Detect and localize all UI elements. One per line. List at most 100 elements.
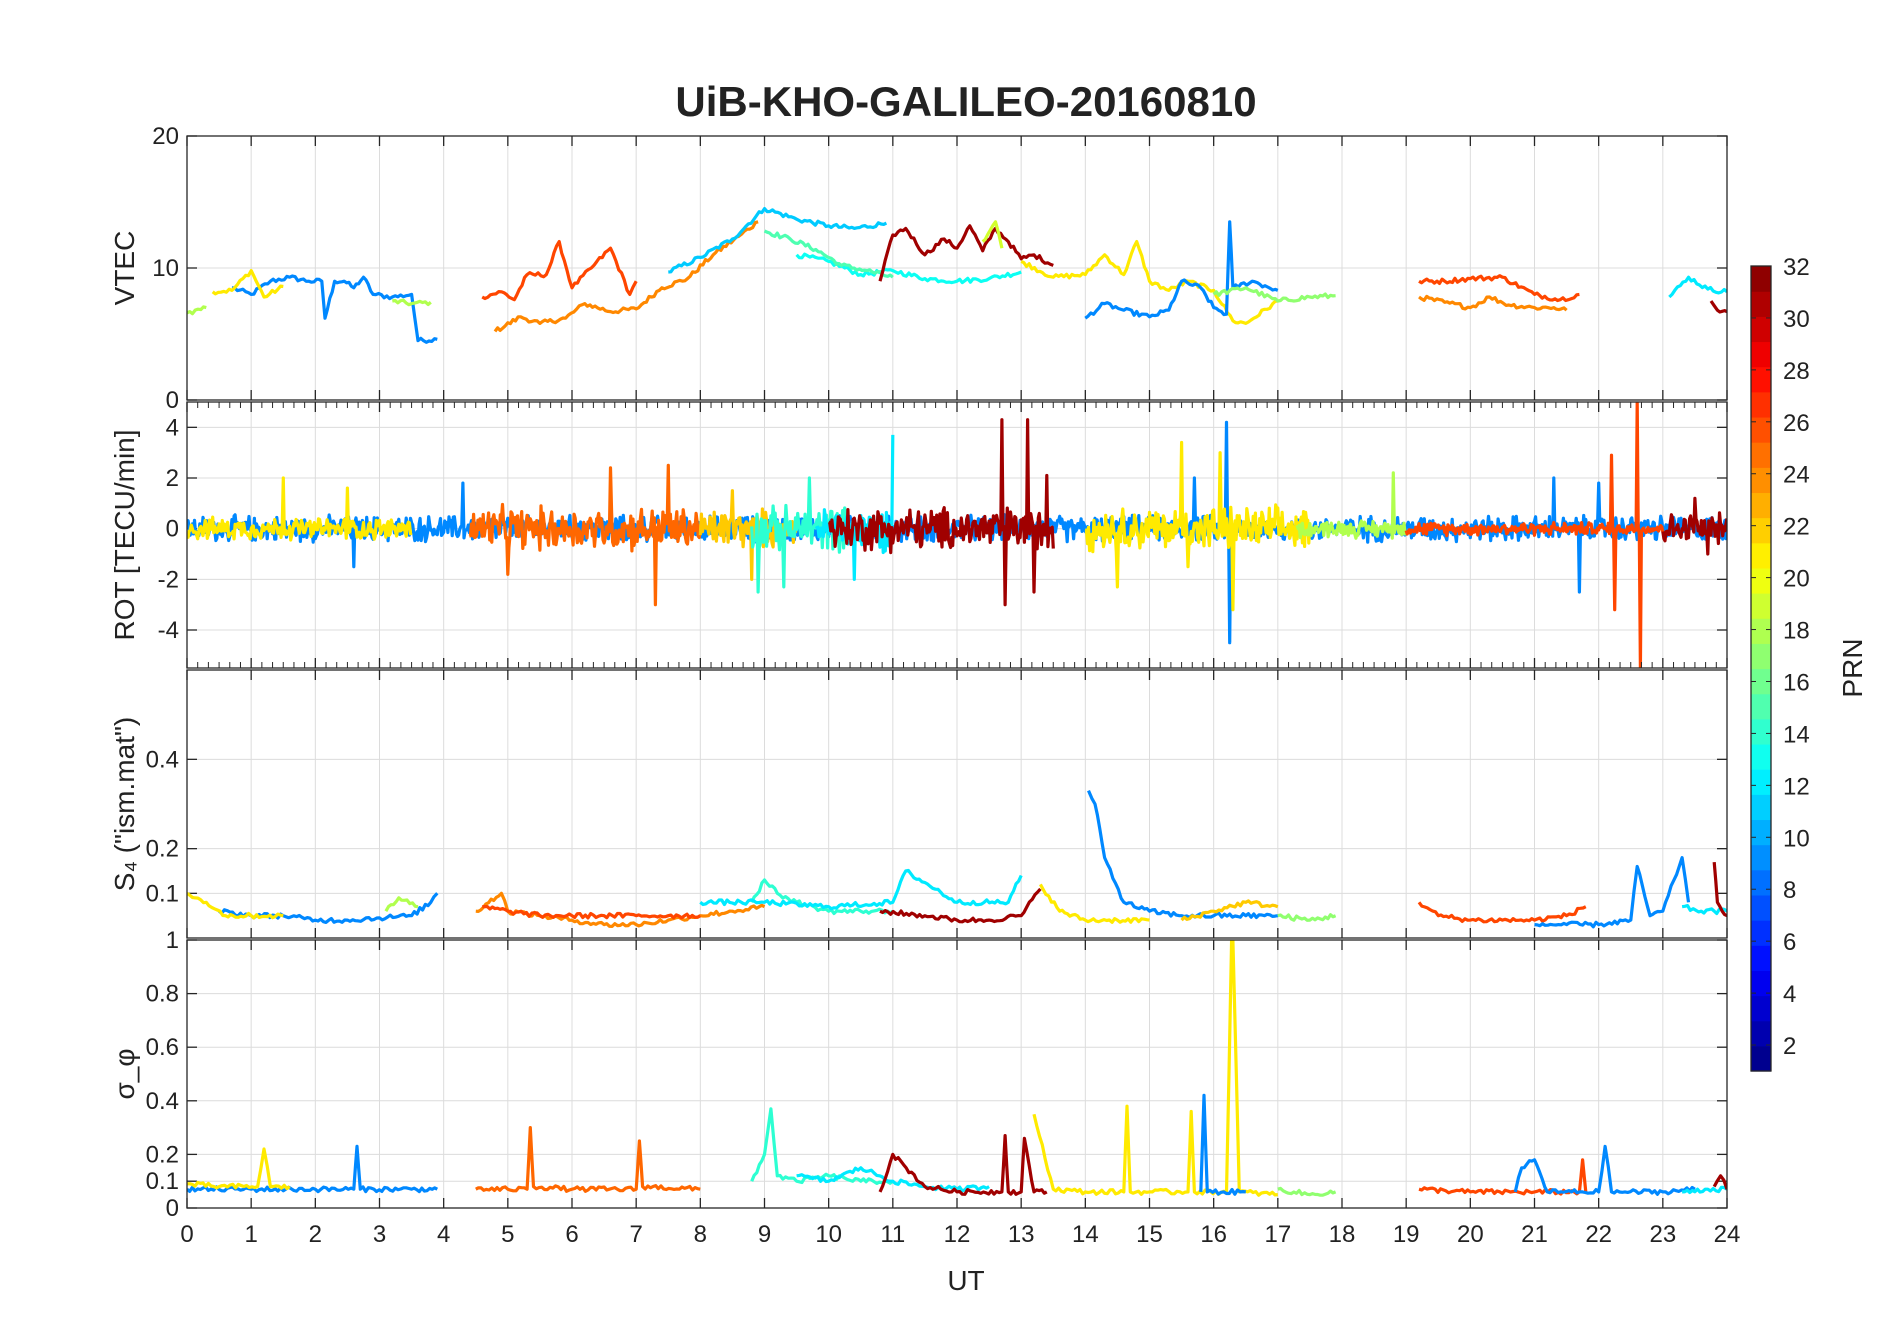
colorbar-tick-label: 10 xyxy=(1783,825,1810,852)
colorbar-segment xyxy=(1751,416,1771,443)
panel-data xyxy=(187,402,1727,668)
series-prn-26 xyxy=(482,905,702,920)
x-tick-label: 20 xyxy=(1457,1221,1484,1248)
panel-frame xyxy=(186,135,1728,401)
colorbar-segment xyxy=(1751,1045,1771,1072)
series-prn-31 xyxy=(1661,496,1727,556)
colorbar-segment xyxy=(1751,743,1771,770)
x-axis: 0 1 2 3 4 5 6 7 8 9 10 11 12 13 14 15 16 17 18 19 20 21 22 23 24 xyxy=(180,1221,1740,1248)
panel-data xyxy=(187,207,1727,344)
series-prn-21 xyxy=(1084,440,1312,612)
series-prn-24 xyxy=(1418,294,1568,312)
y-tick-label: 0.4 xyxy=(146,1088,179,1115)
x-tick-label: 4 xyxy=(437,1221,450,1248)
series-prn-31 xyxy=(1709,300,1727,314)
x-tick-label: 19 xyxy=(1393,1221,1420,1248)
x-tick-label: 8 xyxy=(694,1221,707,1248)
series-prn-31 xyxy=(1712,861,1727,918)
series-prn-9 xyxy=(187,420,1727,645)
series-prn-26 xyxy=(1404,402,1665,668)
x-tick-label: 1 xyxy=(244,1221,257,1248)
colorbar-tick-label: 26 xyxy=(1783,410,1810,437)
panel-3: 0.1 0.2 0.4S₄ ("ism.mat") xyxy=(109,669,1728,939)
x-tick-label: 11 xyxy=(880,1221,905,1248)
colorbar-segment xyxy=(1751,1020,1771,1047)
series-prn-25 xyxy=(468,463,702,607)
y-tick-label: -2 xyxy=(158,566,179,593)
colorbar-segment xyxy=(1751,844,1771,871)
colorbar-tick-label: 4 xyxy=(1783,981,1796,1008)
x-axis-label: UT xyxy=(947,1265,984,1296)
series-prn-9 xyxy=(231,274,438,344)
x-tick-label: 23 xyxy=(1649,1221,1676,1248)
series-prn-9 xyxy=(1534,856,1691,929)
panel-4: 00.10.2 0.4 0.6 0.8 1 σ_φ xyxy=(109,927,1728,1222)
series-prn-26 xyxy=(1417,901,1587,924)
series-prn-12 xyxy=(1682,1185,1727,1195)
series-prn-26 xyxy=(1418,274,1580,303)
colorbar-frame xyxy=(1750,265,1772,1072)
series-prn-9 xyxy=(1087,789,1279,920)
y-tick-label: 4 xyxy=(166,414,179,441)
y-tick-label: 10 xyxy=(152,255,179,282)
x-tick-label: 5 xyxy=(501,1221,514,1248)
colorbar-segment xyxy=(1751,593,1771,619)
x-tick-label: 3 xyxy=(373,1221,386,1248)
y-tick-label: 0.4 xyxy=(146,746,179,773)
series-prn-9 xyxy=(187,1144,439,1194)
series-prn-15 xyxy=(763,229,894,279)
colorbar-tick-label: 6 xyxy=(1783,929,1796,956)
y-tick-label: 0 xyxy=(166,516,179,543)
y-tick-label: 0 xyxy=(166,1195,179,1222)
colorbar-label: PRN xyxy=(1837,638,1868,697)
panel-data xyxy=(187,789,1727,929)
colorbar-segment xyxy=(1751,341,1771,368)
series-prn-18 xyxy=(384,896,419,912)
series-prn-31 xyxy=(878,224,1054,282)
series-prn-9 xyxy=(1084,220,1279,320)
colorbar-segment xyxy=(1751,442,1771,468)
colorbar-segment xyxy=(1751,266,1771,292)
panel-frame xyxy=(186,939,1728,1209)
y-tick-label: 0.8 xyxy=(146,981,179,1008)
colorbar-segment xyxy=(1751,517,1771,544)
series-prn-19 xyxy=(981,220,1004,249)
x-tick-label: 18 xyxy=(1329,1221,1356,1248)
series-prn-17 xyxy=(1277,913,1337,922)
colorbar-tick-label: 30 xyxy=(1783,306,1810,333)
colorbar-segment xyxy=(1751,316,1771,343)
panel-1: 0 10 20 VTEC xyxy=(109,123,1728,414)
colorbar-segment xyxy=(1751,643,1771,670)
colorbar-tick-label: 20 xyxy=(1783,566,1810,593)
colorbar-tick-label: 28 xyxy=(1783,358,1810,385)
series-prn-14 xyxy=(750,476,850,594)
colorbar-tick-label: 14 xyxy=(1783,721,1810,748)
x-tick-label: 21 xyxy=(1521,1221,1548,1248)
series-prn-12 xyxy=(1668,275,1727,299)
colorbar-tick-label: 18 xyxy=(1783,618,1810,645)
series-prn-14 xyxy=(750,878,894,916)
series-prn-17 xyxy=(1277,1186,1337,1197)
colorbar-segment xyxy=(1751,618,1771,644)
colorbar-segment xyxy=(1751,693,1771,720)
colorbar-segment xyxy=(1751,819,1771,846)
series-prn-21 xyxy=(1032,940,1278,1197)
x-tick-label: 10 xyxy=(815,1221,842,1248)
series-prn-14 xyxy=(750,1107,894,1185)
y-tick-label: -4 xyxy=(158,617,179,644)
series-prn-11 xyxy=(668,207,888,274)
y-tick-label: 0.2 xyxy=(146,1141,179,1168)
series-prn-31 xyxy=(879,887,1042,924)
series-prn-31 xyxy=(878,1134,1048,1196)
x-tick-label: 14 xyxy=(1072,1221,1099,1248)
colorbar-tick-label: 12 xyxy=(1783,773,1810,800)
panel-data xyxy=(187,940,1727,1197)
series-prn-26 xyxy=(1418,1158,1588,1196)
series-prn-12 xyxy=(814,434,895,581)
x-tick-label: 13 xyxy=(1008,1221,1035,1248)
series-prn-9 xyxy=(1513,1144,1696,1196)
series-prn-31 xyxy=(1712,1174,1727,1190)
x-tick-label: 16 xyxy=(1200,1221,1227,1248)
series-prn-25 xyxy=(475,1126,701,1193)
